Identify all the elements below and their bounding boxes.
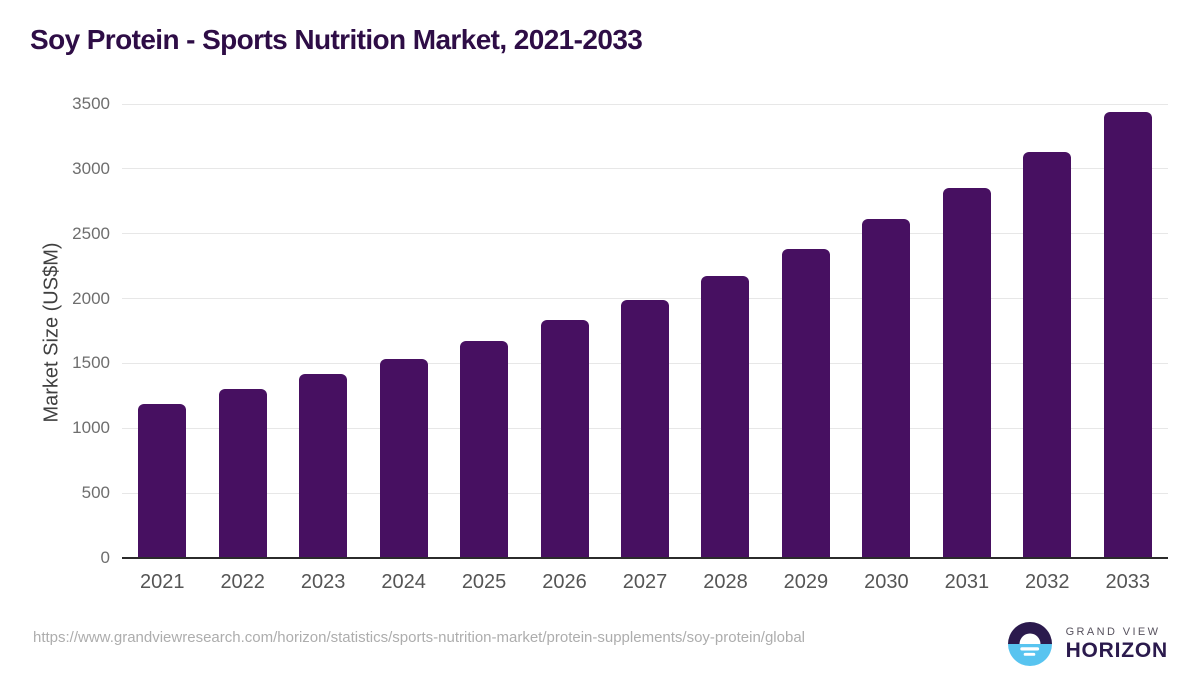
footer: https://www.grandviewresearch.com/horizo… [0, 614, 1200, 675]
x-tick-label-2032: 2032 [1025, 571, 1070, 593]
x-tick-label-2026: 2026 [542, 571, 587, 593]
x-tick-label-2025: 2025 [461, 571, 507, 593]
gridline-3500 [122, 103, 1168, 105]
x-tick-label-2027: 2027 [622, 571, 668, 593]
logo-reflection-line-1 [1019, 647, 1039, 651]
bar-2030 [862, 219, 911, 558]
logo-horizon-text: HORIZON [1065, 638, 1168, 662]
bar-2022 [218, 389, 267, 558]
y-tick-label-2000: 2000 [72, 288, 110, 308]
x-tick-label-2029: 2029 [783, 571, 829, 593]
source-url: https://www.grandviewresearch.com/horizo… [33, 629, 805, 646]
x-tick-label-2022: 2022 [220, 571, 265, 593]
x-tick-label-2030: 2030 [864, 571, 909, 593]
y-tick-label-0: 0 [100, 548, 110, 567]
y-tick-label-1500: 1500 [72, 353, 110, 373]
gridline-2000 [122, 298, 1168, 300]
bar-2024 [379, 358, 428, 558]
grandview-horizon-logo: GRAND VIEW HORIZON [1007, 621, 1168, 667]
logo-grand-view-text: GRAND VIEW [1065, 625, 1161, 638]
bar-2021 [138, 403, 187, 558]
logo-sun-icon [1019, 633, 1041, 644]
bar-2032 [1023, 151, 1072, 558]
grandview-horizon-logo-icon [1007, 622, 1052, 666]
bar-2029 [781, 249, 830, 558]
logo-reflection-line-2 [1023, 652, 1035, 656]
bar-2026 [540, 319, 589, 558]
gridline-2500 [122, 233, 1168, 235]
x-tick-label-2033: 2033 [1105, 571, 1151, 593]
x-tick-label-2021: 2021 [139, 571, 185, 593]
y-tick-label-3500: 3500 [72, 94, 110, 113]
bar-2028 [701, 275, 750, 558]
logo-circle-top-half [1007, 622, 1052, 644]
x-tick-label-2023: 2023 [300, 571, 346, 593]
x-axis-line [122, 557, 1168, 559]
y-tick-label-500: 500 [81, 483, 110, 503]
x-tick-label-2028: 2028 [703, 571, 748, 593]
logo-wordmark: GRAND VIEW HORIZON [1066, 626, 1168, 663]
bar-2033 [1103, 111, 1152, 558]
bar-2025 [460, 340, 509, 558]
y-tick-label-1000: 1000 [72, 418, 110, 438]
y-axis-title: Market Size (US$M) [40, 242, 63, 423]
y-tick-label-2500: 2500 [72, 223, 110, 243]
y-tick-label-3000: 3000 [72, 158, 110, 178]
bar-2027 [621, 299, 669, 558]
chart-title: Soy Protein - Sports Nutrition Market, 2… [30, 24, 643, 55]
bar-2031 [942, 187, 991, 558]
x-tick-label-2031: 2031 [944, 571, 990, 593]
gridline-3000 [122, 168, 1168, 170]
bar-2023 [299, 374, 348, 558]
x-tick-label-2024: 2024 [381, 571, 426, 593]
